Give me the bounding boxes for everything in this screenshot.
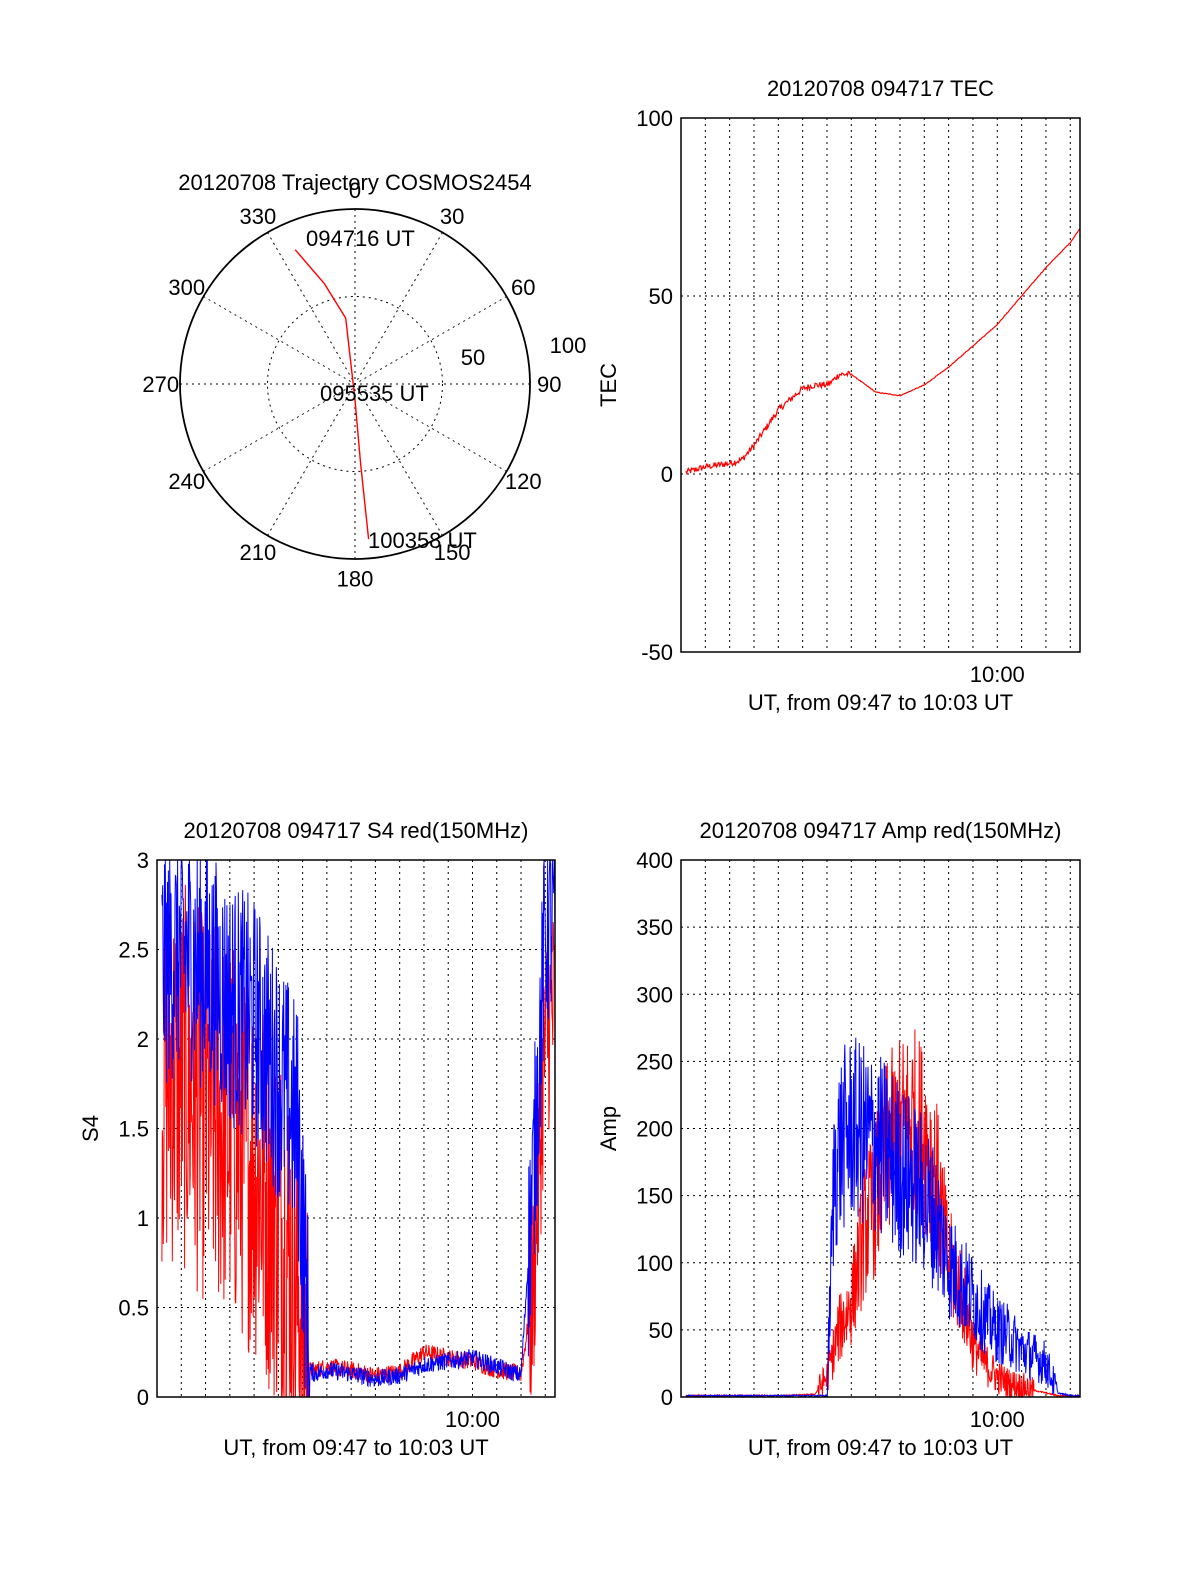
azimuth-label: 90 <box>537 372 561 397</box>
azimuth-label: 0 <box>349 178 361 203</box>
azimuth-label: 30 <box>440 204 464 229</box>
chart-title: 20120708 094717 S4 red(150MHz) <box>184 818 529 843</box>
chart-title: 20120708 094717 TEC <box>767 76 994 101</box>
azimuth-label: 210 <box>240 540 277 565</box>
plot-frame <box>680 117 1081 653</box>
azimuth-label: 60 <box>511 275 535 300</box>
x-axis-label: UT, from 09:47 to 10:03 UT <box>748 690 1013 715</box>
y-tick-label: 1 <box>137 1206 149 1231</box>
trajectory-start-label: 094716 UT <box>306 226 415 251</box>
y-tick-label: 1.5 <box>118 1117 149 1142</box>
y-tick-label: 200 <box>636 1117 673 1142</box>
azimuth-label: 300 <box>168 275 205 300</box>
series-line-blue <box>161 859 556 1398</box>
x-tick-label: 10:00 <box>970 662 1025 687</box>
x-tick-label: 10:00 <box>970 1407 1025 1432</box>
y-axis-label: TEC <box>596 363 621 407</box>
y-tick-label: 0.5 <box>118 1296 149 1321</box>
trajectory-end-label: 100358 UT <box>368 528 477 553</box>
polar-outer-circle <box>179 208 531 560</box>
y-tick-label: 50 <box>649 1318 673 1343</box>
polar-spoke <box>267 232 443 536</box>
plot-frame <box>156 859 556 1398</box>
y-tick-label: 400 <box>636 848 673 873</box>
y-tick-label: 3 <box>137 848 149 873</box>
y-tick-label: 100 <box>636 1251 673 1276</box>
y-tick-label: 2.5 <box>118 938 149 963</box>
x-axis-label: UT, from 09:47 to 10:03 UT <box>223 1435 488 1460</box>
chart-title: 20120708 Trajectory COSMOS2454 <box>178 170 531 195</box>
y-tick-label: 350 <box>636 915 673 940</box>
polar-ring-50 <box>267 296 443 472</box>
y-tick-label: 0 <box>661 1385 673 1410</box>
y-tick-label: 100 <box>636 106 673 131</box>
x-axis-label: UT, from 09:47 to 10:03 UT <box>748 1435 1013 1460</box>
amp-panel: 400 350 300 250 200 150 100 50 0 10:00 20120708 09… <box>596 818 1081 1460</box>
series-line-blue <box>685 1037 1081 1398</box>
radial-tick-label: 50 <box>461 345 485 370</box>
y-tick-label: 150 <box>636 1184 673 1209</box>
polar-trajectory-panel: 0 30 60 90 120 150 180 210 240 270 300 330 50 100 2012… <box>142 170 586 591</box>
series-line-red <box>161 884 556 1398</box>
azimuth-label: 150 <box>434 540 471 565</box>
azimuth-label: 240 <box>168 469 205 494</box>
azimuth-label: 330 <box>240 204 277 229</box>
azimuth-label: 120 <box>505 469 542 494</box>
trajectory-line <box>294 249 370 540</box>
tec-panel: 100 50 0 -50 10:00 20120708 094717 TEC UT, fro… <box>596 76 1081 715</box>
radial-tick-label: 100 <box>550 333 587 358</box>
y-tick-label: 0 <box>137 1385 149 1410</box>
y-tick-label: 300 <box>636 982 673 1007</box>
chart-title: 20120708 094717 Amp red(150MHz) <box>699 818 1061 843</box>
trajectory-mid-label: 095535 UT <box>320 381 429 406</box>
plot-frame <box>680 859 1081 1398</box>
y-axis-label: S4 <box>78 1115 103 1142</box>
y-tick-label: 2 <box>137 1027 149 1052</box>
y-tick-label: 50 <box>649 284 673 309</box>
x-tick-label: 10:00 <box>445 1407 500 1432</box>
y-tick-label: -50 <box>641 640 673 665</box>
azimuth-label: 270 <box>142 372 179 397</box>
series-line-red <box>685 228 1081 476</box>
y-axis-label: Amp <box>596 1106 621 1151</box>
y-tick-label: 250 <box>636 1049 673 1074</box>
azimuth-label: 180 <box>337 566 374 591</box>
s4-panel: 3 2.5 2 1.5 1 0.5 0 10:00 20120708 094717 S4 red… <box>78 818 556 1460</box>
y-tick-label: 0 <box>661 462 673 487</box>
